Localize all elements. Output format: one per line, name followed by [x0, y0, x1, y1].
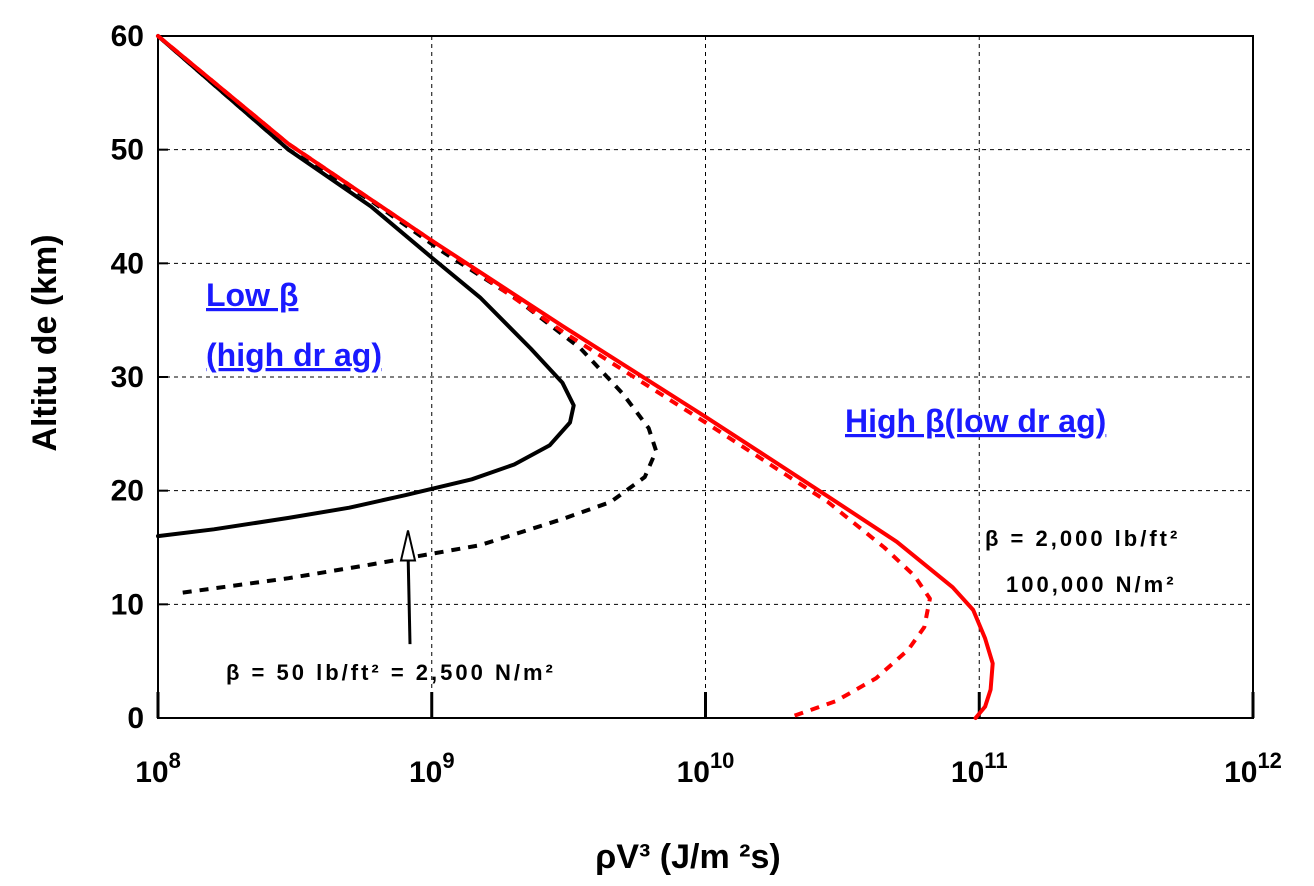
- x-tick-label: 108: [135, 748, 181, 789]
- y-tick-label: 0: [127, 702, 144, 735]
- x-tick-label: 1012: [1224, 748, 1282, 789]
- beta-low-value-label: β = 50 lb/ft² = 2,500 N/m²: [226, 660, 556, 685]
- x-tick-labels: 108 109 1010 1011 1012: [135, 748, 1282, 789]
- high-beta-label: High β(low dr ag): [845, 403, 1106, 439]
- tick-marks: [156, 35, 1255, 719]
- series-group: [156, 34, 995, 720]
- x-tick-label: 1010: [677, 748, 735, 789]
- series-line-1: [156, 34, 576, 539]
- y-tick-labels: 0 10 20 30 40 50 60: [111, 20, 144, 735]
- low-beta-sublabel: (high dr ag): [206, 337, 382, 373]
- y-axis-title: Altitu de (km): [26, 234, 64, 451]
- y-tick-label: 50: [111, 134, 144, 167]
- series-line-2: [156, 34, 659, 595]
- y-tick-label: 20: [111, 475, 144, 508]
- beta-high-si-label: 100,000 N/m²: [1006, 572, 1177, 597]
- y-tick-label: 40: [111, 247, 144, 280]
- low-beta-label: Low β: [206, 277, 298, 313]
- x-tick-label: 1011: [951, 748, 1008, 789]
- grid: [158, 36, 1253, 718]
- beta-high-value-label: β = 2,000 lb/ft²: [985, 526, 1180, 551]
- x-axis-title: ρV³ (J/m ²s): [595, 838, 780, 876]
- x-tick-label: 109: [409, 748, 455, 789]
- y-tick-label: 30: [111, 361, 144, 394]
- y-tick-label: 10: [111, 588, 144, 621]
- series-line-3: [156, 34, 995, 720]
- annotation-arrow-head: [399, 530, 417, 562]
- annotation-arrow: [406, 550, 412, 645]
- y-tick-label: 60: [111, 20, 144, 53]
